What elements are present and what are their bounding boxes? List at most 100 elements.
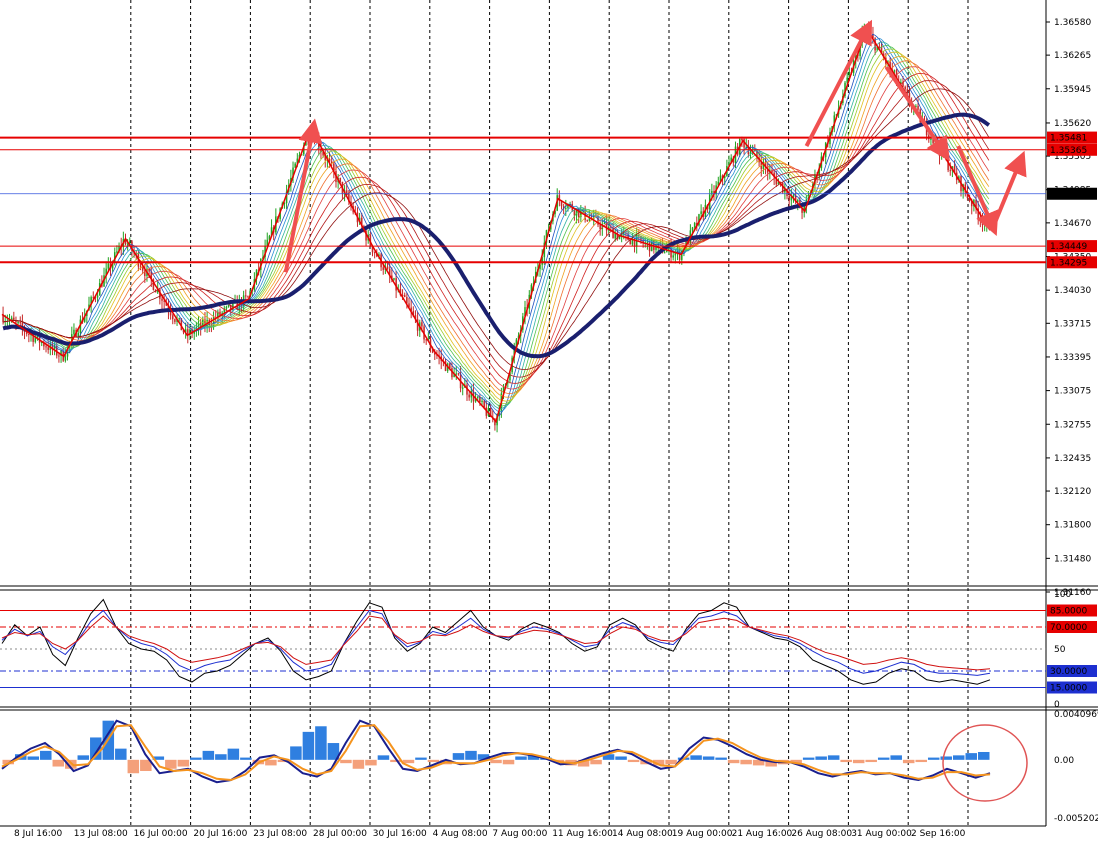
macd-histogram-bar [965,753,977,760]
macd-histogram-bar [477,754,490,760]
price-panel[interactable] [0,19,1046,433]
candle-body [195,327,198,331]
ribbon-ma-line [2,80,990,378]
candle-body [749,152,752,154]
candle-body [189,329,191,336]
candle-body [968,198,971,201]
candle-body [633,238,636,247]
macd-line [1,719,991,784]
macd-histogram-bar [690,755,702,760]
candle-body [34,337,37,342]
macd-panel[interactable] [1,719,1028,802]
candle-body [657,243,659,245]
candle-body [835,114,838,116]
macd-histogram-bar [977,751,990,760]
candle-body [204,319,206,327]
candle-body [580,210,582,218]
candle-body [599,224,601,230]
candle-body [129,241,131,244]
candle-body [180,318,183,331]
candle-body [672,255,674,258]
x-tick-label: 28 Jul 00:00 [313,829,367,839]
macd-histogram-bar [615,756,627,760]
candle-body [681,250,683,260]
long-moving-average [2,112,991,359]
level-label-box [1047,143,1097,156]
macd-histogram-bar [377,755,390,760]
oscillator-panel[interactable] [0,598,1046,688]
osc-y-tick-label: 50 [1054,645,1066,655]
macd-histogram-bar [502,759,515,765]
candle-body [479,397,481,402]
candle-body [118,246,120,252]
candle-body [324,155,327,161]
candle-body [19,322,22,324]
candle-body [345,190,348,194]
candle-body [723,176,726,178]
macd-line [1,724,991,782]
candle-body [124,239,127,245]
osc-level-label-box [1047,621,1097,633]
macd-histogram-bar [90,737,102,760]
macd-histogram-bar [927,757,940,760]
x-tick-label: 7 Aug 00:00 [492,829,547,839]
candle-body [229,304,232,311]
y-tick-label: 1.34670 [1054,219,1091,229]
candle-body [889,61,891,70]
candle-body [781,182,784,193]
macd-histogram-bar [290,746,302,760]
candle-body [610,226,612,228]
macd-histogram-bar [865,759,877,763]
macd-histogram-bar [840,759,852,763]
candle-body [51,343,54,350]
candle-body [410,307,412,312]
candle-body [964,184,967,193]
macd-histogram-bar [240,757,252,760]
macd-histogram-bar [327,743,340,760]
candle-body [880,46,883,54]
y-tick-label: 1.35945 [1054,85,1091,95]
macd-histogram-bar [127,759,140,774]
y-tick-label: 1.33715 [1054,319,1091,329]
candle-body [605,222,608,231]
candle-body [616,233,619,240]
candle-body [678,249,681,260]
candle-body [434,352,436,355]
candle-body [498,412,500,415]
candle-body [40,341,43,343]
macd-histogram-bar [815,756,827,760]
osc-level-label: 85.0000 [1050,607,1087,617]
x-tick-label: 16 Jul 00:00 [134,829,188,839]
macd-histogram-bar [577,759,590,767]
candle-body [466,384,468,395]
candle-body [60,350,62,357]
macd-histogram-bar [802,757,815,760]
candle-body [412,311,415,316]
candle-body [461,387,464,389]
candle-body [453,373,455,378]
candle-body [296,158,299,164]
candle-body [285,191,288,203]
candle-body [322,152,324,156]
candle-body [876,46,879,51]
candle-body [494,418,496,426]
candle-body [266,239,269,247]
candle-body [371,245,374,253]
level-label-box [1047,131,1097,144]
osc-level-label: 70.0000 [1050,623,1087,633]
candle-body [676,249,679,253]
candle-body [393,278,395,280]
candle-body [476,397,479,399]
candle-body [330,161,333,164]
macd-histogram-bar [765,759,777,767]
candle-body [629,240,632,245]
candle-body [382,267,385,270]
candle-body [730,157,732,163]
macd-histogram-bar [652,759,665,766]
candle-body [449,363,451,369]
candle-body [979,218,982,220]
macd-histogram-bar [627,759,640,763]
candle-body [333,163,335,171]
